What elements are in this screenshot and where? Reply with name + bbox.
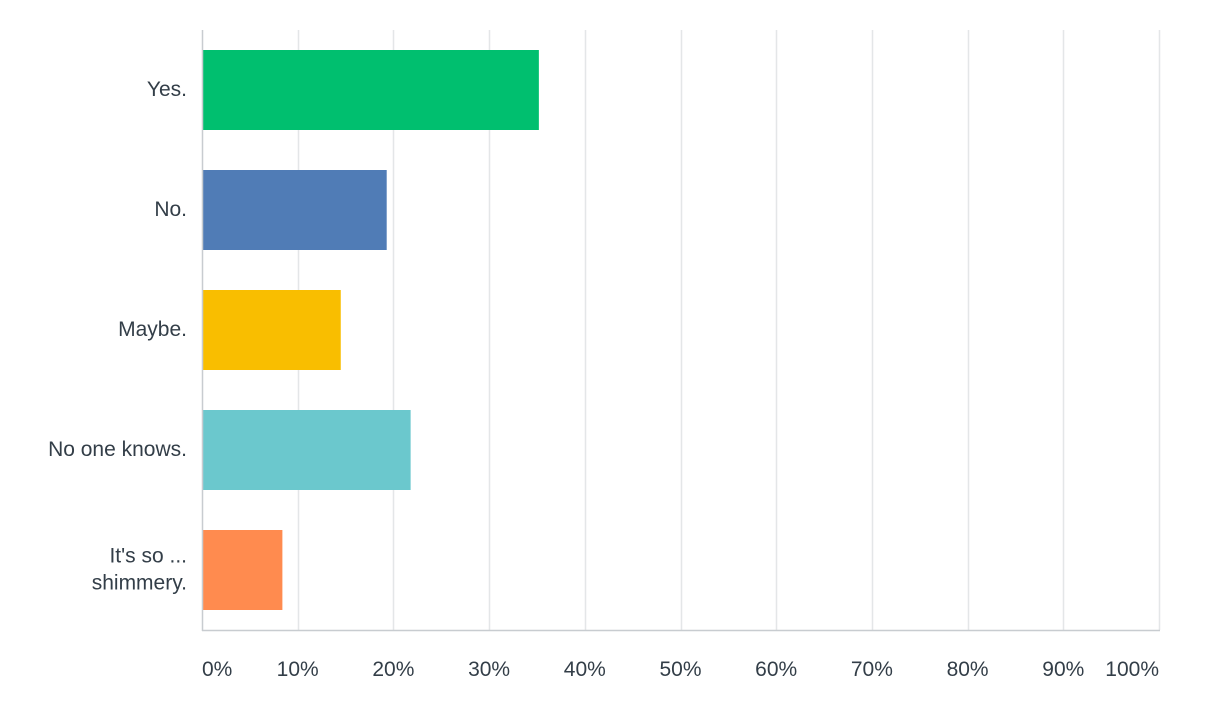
tick-label-30: 30% <box>468 658 510 681</box>
bar-5 <box>202 530 283 610</box>
category-labels: Yes. No. Maybe. No one knows. It's so ... shi… <box>48 78 187 595</box>
category-label-5: It's so ... shimmery. <box>92 544 187 594</box>
bars <box>202 50 539 610</box>
category-label-line: shimmery. <box>92 571 187 594</box>
category-label-line: Yes. <box>147 78 187 101</box>
tick-label-40: 40% <box>564 658 606 681</box>
tick-label-70: 70% <box>851 658 893 681</box>
tick-label-100: 100% <box>1105 658 1159 681</box>
tick-label-80: 80% <box>947 658 989 681</box>
category-label-line: It's so ... <box>109 544 187 567</box>
axes <box>201 30 1160 632</box>
category-label-1: Yes. <box>147 78 187 101</box>
bar-1 <box>202 50 539 130</box>
tick-label-20: 20% <box>372 658 414 681</box>
category-label-2: No. <box>154 198 187 221</box>
bar-4 <box>202 410 411 490</box>
category-label-4: No one knows. <box>48 438 187 461</box>
tick-labels: 0% 10% 20% 30% 40% 50% 60% 70% 80% 90% 100% <box>202 658 1159 681</box>
tick-label-50: 50% <box>659 658 701 681</box>
category-label-line: No one knows. <box>48 438 187 461</box>
tick-label-0: 0% <box>202 658 232 681</box>
bar-3 <box>202 290 341 370</box>
category-label-line: Maybe. <box>118 318 187 341</box>
category-label-3: Maybe. <box>118 318 187 341</box>
tick-label-90: 90% <box>1042 658 1084 681</box>
bar-2 <box>202 170 387 250</box>
tick-label-60: 60% <box>755 658 797 681</box>
tick-label-10: 10% <box>277 658 319 681</box>
category-label-line: No. <box>154 198 187 221</box>
